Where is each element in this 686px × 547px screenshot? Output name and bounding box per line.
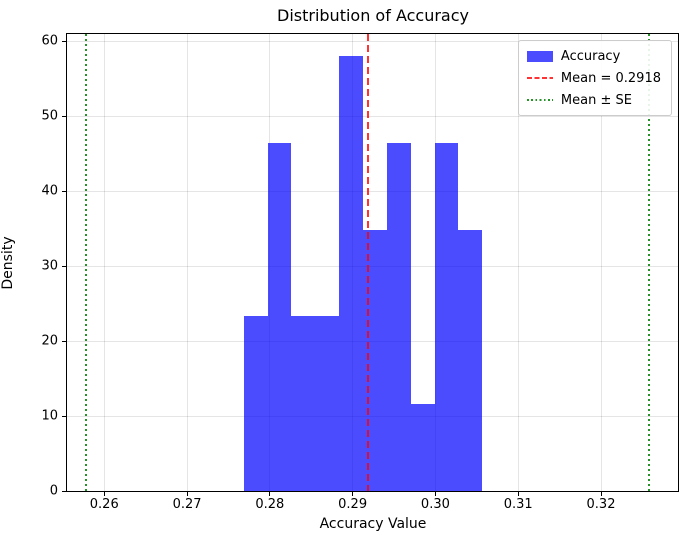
gridline-x — [517, 34, 519, 491]
y-tick-label: 30 — [41, 258, 58, 274]
histogram-bar — [339, 55, 364, 491]
x-tick-label: 0.28 — [255, 497, 285, 512]
legend-item-accuracy: Accuracy — [526, 47, 661, 65]
x-tick-mark — [269, 492, 271, 496]
x-tick-label: 0.30 — [420, 497, 450, 512]
se-dotted-line-icon — [526, 99, 553, 101]
y-tick-mark — [62, 190, 66, 192]
x-tick-mark — [600, 492, 602, 496]
y-tick-label: 60 — [41, 33, 58, 49]
x-tick-mark — [186, 492, 188, 496]
histogram-bar — [363, 229, 387, 491]
y-tick-mark — [62, 40, 66, 42]
y-tick-label: 50 — [41, 108, 58, 124]
gridline-x — [186, 34, 188, 491]
x-axis-label: Accuracy Value — [319, 516, 427, 532]
y-tick-mark — [62, 415, 66, 417]
histogram-bar — [457, 229, 482, 491]
legend: Accuracy Mean = 0.2918 Mean ± SE — [517, 40, 672, 116]
histogram-bar — [410, 404, 435, 491]
mean-dashed-line-icon — [526, 77, 553, 79]
se-line — [85, 34, 87, 491]
legend-label-mean: Mean = 0.2918 — [560, 70, 661, 86]
legend-item-se: Mean ± SE — [526, 91, 661, 109]
histogram-bar — [434, 142, 458, 491]
x-tick-mark — [352, 492, 354, 496]
histogram-bar — [244, 316, 269, 491]
y-tick-mark — [62, 340, 66, 342]
x-tick-mark — [517, 492, 519, 496]
gridline-x — [103, 34, 105, 491]
plot-area: Accuracy Mean = 0.2918 Mean ± SE — [66, 33, 679, 492]
histogram-bar — [315, 316, 340, 491]
x-tick-label: 0.31 — [503, 497, 533, 512]
gridline-y — [67, 115, 678, 117]
mean-line — [366, 34, 369, 491]
x-tick-mark — [103, 492, 105, 496]
se-line — [648, 34, 650, 491]
accuracy-patch-icon — [526, 50, 553, 62]
y-tick-mark — [62, 490, 66, 492]
x-tick-label: 0.26 — [89, 497, 119, 512]
gridline-x — [600, 34, 602, 491]
legend-item-mean: Mean = 0.2918 — [526, 69, 661, 87]
chart-title: Distribution of Accuracy — [277, 6, 469, 25]
x-tick-mark — [434, 492, 436, 496]
x-tick-label: 0.29 — [338, 497, 368, 512]
legend-label-se: Mean ± SE — [560, 92, 632, 108]
gridline-y — [67, 190, 678, 192]
histogram-bar — [291, 316, 316, 491]
y-axis-label: Density — [0, 236, 16, 290]
x-tick-label: 0.27 — [172, 497, 202, 512]
y-tick-label: 10 — [41, 408, 58, 424]
gridline-y — [67, 40, 678, 42]
legend-label-accuracy: Accuracy — [560, 48, 621, 64]
y-tick-label: 40 — [41, 183, 58, 199]
x-tick-label: 0.32 — [586, 497, 616, 512]
y-tick-mark — [62, 265, 66, 267]
histogram-bar — [386, 142, 411, 491]
y-tick-label: 0 — [49, 483, 58, 499]
histogram-bar — [268, 142, 292, 491]
y-tick-mark — [62, 115, 66, 117]
y-tick-label: 20 — [41, 333, 58, 349]
